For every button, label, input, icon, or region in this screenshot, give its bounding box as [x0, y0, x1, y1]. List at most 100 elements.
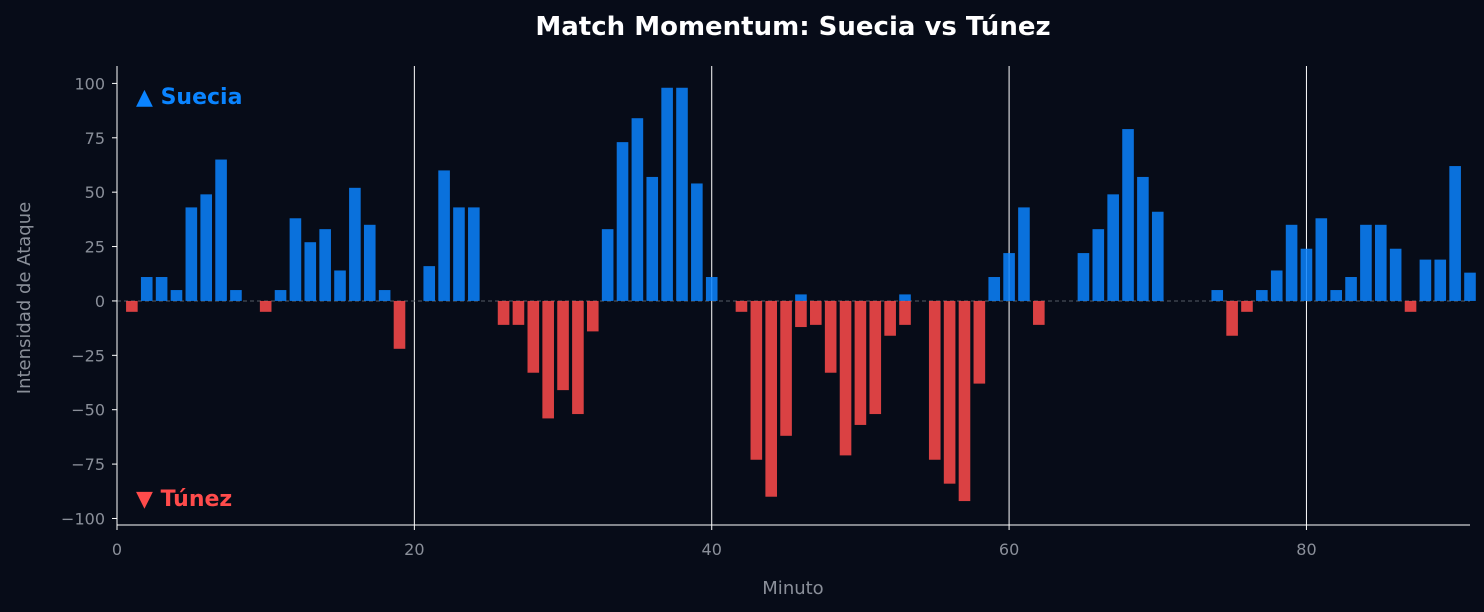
bar-suecia-min-18 — [378, 290, 391, 301]
bar-suecia-min-77 — [1256, 290, 1268, 301]
bar-tnez-min-58 — [973, 300, 986, 384]
x-tick-label-0: 0 — [112, 540, 122, 559]
bar-suecia-min-39 — [691, 183, 703, 301]
bar-tnez-min-31 — [572, 300, 584, 415]
bar-suecia-min-59 — [988, 277, 1001, 301]
bar-suecia-min-79 — [1285, 224, 1298, 301]
bar-suecia-min-60 — [1003, 253, 1015, 301]
bar-tnez-min-26 — [497, 300, 510, 325]
bar-tnez-min-53 — [899, 300, 911, 325]
y-axis-ticks: −100 −75 −50 −25 0 25 50 75 100 — [61, 74, 117, 528]
x-tick-label-40: 40 — [702, 540, 722, 559]
bar-suecia-min-65 — [1077, 253, 1090, 301]
y-tick-label--25: −25 — [71, 346, 105, 365]
y-tick-label-0: 0 — [95, 292, 105, 311]
bar-suecia-min-67 — [1107, 194, 1119, 301]
bar-suecia-min-86 — [1389, 248, 1402, 301]
bar-tnez-min-30 — [557, 300, 569, 391]
bar-tnez-min-45 — [780, 300, 792, 436]
bar-suecia-min-3 — [155, 277, 168, 301]
bar-tnez-min-47 — [810, 300, 822, 325]
y-tick-label--75: −75 — [71, 455, 105, 474]
y-tick-label-50: 50 — [85, 183, 105, 202]
bar-suecia-min-15 — [334, 270, 346, 301]
bar-suecia-min-82 — [1330, 290, 1342, 301]
bar-suecia-min-21 — [423, 266, 436, 301]
bar-suecia-min-85 — [1374, 224, 1387, 301]
bar-suecia-min-40 — [705, 277, 718, 301]
bar-suecia-min-33 — [601, 229, 614, 301]
bar-suecia-min-35 — [631, 118, 644, 301]
chart-title: Match Momentum: Suecia vs Túnez — [535, 12, 1050, 42]
bar-tnez-min-62 — [1033, 300, 1045, 325]
bar-suecia-min-68 — [1122, 129, 1134, 301]
bar-suecia-min-24 — [468, 207, 480, 301]
bar-tnez-min-49 — [839, 300, 852, 456]
bar-suecia-min-6 — [200, 194, 213, 301]
bar-tnez-min-27 — [512, 300, 525, 325]
bar-suecia-min-91 — [1464, 272, 1476, 301]
bar-suecia-min-66 — [1092, 229, 1105, 301]
bar-tnez-min-76 — [1241, 300, 1253, 312]
bar-suecia-min-81 — [1315, 218, 1328, 301]
x-tick-label-20: 20 — [404, 540, 424, 559]
bar-tnez-min-50 — [854, 300, 867, 425]
bar-suecia-min-88 — [1419, 259, 1432, 301]
x-axis-label: Minuto — [762, 578, 823, 599]
y-tick-label-25: 25 — [85, 238, 105, 257]
bar-suecia-min-34 — [616, 142, 629, 301]
bar-suecia-min-83 — [1345, 277, 1357, 301]
bar-suecia-min-78 — [1270, 270, 1283, 301]
bar-suecia-min-4 — [170, 290, 183, 301]
legend-tunez: ▼ Túnez — [136, 487, 232, 512]
bar-tnez-min-28 — [527, 300, 540, 373]
bar-suecia-min-11 — [274, 290, 287, 301]
y-tick-label-75: 75 — [85, 129, 105, 148]
x-axis-ticks: 0 20 40 60 80 — [112, 525, 1317, 559]
bar-tnez-min-44 — [765, 300, 777, 497]
bar-suecia-min-17 — [363, 224, 376, 301]
bar-tnez-min-87 — [1404, 300, 1417, 312]
bar-suecia-min-5 — [185, 207, 198, 301]
bar-suecia-min-8 — [230, 290, 242, 301]
y-tick-label-100: 100 — [74, 74, 105, 93]
bar-suecia-min-13 — [304, 242, 317, 301]
bar-suecia-min-53 — [899, 294, 911, 301]
bar-tnez-min-10 — [259, 300, 272, 312]
bar-suecia-min-12 — [289, 218, 302, 301]
x-tick-label-80: 80 — [1296, 540, 1316, 559]
bar-tnez-min-55 — [928, 300, 941, 460]
bar-suecia-min-22 — [438, 170, 450, 301]
bar-tnez-min-43 — [750, 300, 763, 460]
bar-suecia-min-69 — [1137, 176, 1149, 301]
bar-tnez-min-57 — [958, 300, 971, 502]
bar-suecia-min-84 — [1360, 224, 1372, 301]
bar-suecia-min-90 — [1449, 166, 1461, 301]
bar-tnez-min-42 — [735, 300, 748, 312]
bar-suecia-min-37 — [661, 87, 673, 301]
bars-group — [126, 87, 1476, 502]
bar-suecia-min-80 — [1300, 248, 1313, 301]
bar-tnez-min-1 — [126, 300, 138, 312]
bar-tnez-min-32 — [586, 300, 599, 332]
bar-suecia-min-89 — [1434, 259, 1447, 301]
bar-suecia-min-14 — [319, 229, 331, 301]
bar-tnez-min-56 — [943, 300, 956, 484]
bar-tnez-min-29 — [542, 300, 554, 419]
bar-tnez-min-51 — [869, 300, 882, 415]
bar-suecia-min-70 — [1151, 211, 1164, 301]
y-axis-label: Intensidad de Ataque — [14, 202, 35, 394]
bar-suecia-min-7 — [215, 159, 227, 301]
bar-suecia-min-36 — [646, 176, 659, 301]
bar-suecia-min-46 — [795, 294, 807, 301]
bar-suecia-min-16 — [349, 187, 361, 301]
bar-suecia-min-38 — [676, 87, 688, 301]
bar-tnez-min-48 — [824, 300, 837, 373]
bar-tnez-min-52 — [884, 300, 896, 336]
x-tick-label-60: 60 — [999, 540, 1019, 559]
bar-tnez-min-46 — [795, 300, 807, 328]
bar-suecia-min-2 — [140, 277, 153, 301]
bar-suecia-min-74 — [1211, 290, 1224, 301]
bar-suecia-min-61 — [1018, 207, 1030, 301]
bar-suecia-min-23 — [453, 207, 465, 301]
